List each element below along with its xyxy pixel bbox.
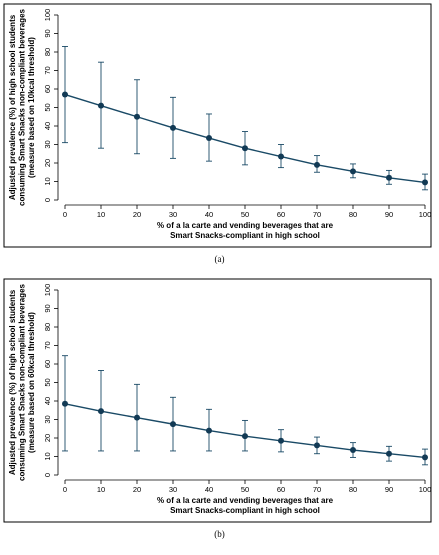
x-tick-label: 20 — [133, 210, 141, 219]
chart-panel-b: 0 10 20 30 40 50 60 70 80 90 100 0 10 20 30 40 50 60 70 80 9… — [0, 275, 439, 550]
caption-b: (b) — [214, 529, 225, 539]
x-tick-label: 90 — [385, 210, 393, 219]
data-point — [134, 113, 140, 120]
y-tick-label: 100 — [43, 9, 52, 22]
data-point — [170, 124, 176, 131]
chart-frame — [3, 278, 432, 523]
data-point — [314, 161, 320, 168]
y-tick-label: 10 — [43, 452, 52, 460]
x-tick-label: 20 — [133, 485, 141, 494]
x-tick-label: 10 — [97, 485, 105, 494]
data-point — [422, 179, 428, 186]
y-axis-label-line: (measure based on 10kcal threshold) — [27, 37, 36, 178]
x-tick-label: 50 — [241, 210, 249, 219]
data-point — [350, 447, 356, 454]
data-point — [206, 135, 212, 142]
y-axis-label-line: Adjusted prevalence (%) of high school s… — [8, 289, 17, 475]
x-tick-label: 40 — [205, 210, 213, 219]
x-tick-label: 0 — [63, 210, 67, 219]
y-tick-label: 20 — [43, 434, 52, 442]
data-point — [278, 153, 284, 160]
y-tick-label: 40 — [43, 122, 52, 130]
y-tick-label: 70 — [43, 341, 52, 349]
y-tick-label: 80 — [43, 48, 52, 56]
data-point — [386, 450, 392, 457]
data-point — [62, 91, 68, 98]
data-point — [134, 414, 140, 421]
x-tick-label: 70 — [313, 485, 321, 494]
data-point — [242, 145, 248, 152]
x-axis-label-line: % of a la carte and vending beverages th… — [157, 496, 334, 505]
data-point — [62, 400, 68, 407]
y-tick-label: 80 — [43, 323, 52, 331]
data-point — [350, 168, 356, 175]
data-point — [98, 408, 104, 415]
y-tick-label: 60 — [43, 85, 52, 93]
y-tick-label: 90 — [43, 304, 52, 312]
y-axis-label-line: consuming Smart Snacks non-compliant bev… — [18, 283, 27, 480]
x-tick-label: 60 — [277, 485, 285, 494]
y-axis-label-line: Adjusted prevalence (%) of high school s… — [8, 14, 17, 200]
x-tick-label: 30 — [169, 485, 177, 494]
y-axis-label-line: (measure based on 60kcal threshold) — [27, 312, 36, 453]
x-tick-label: 10 — [97, 210, 105, 219]
y-tick-label: 100 — [43, 284, 52, 297]
data-point — [314, 442, 320, 449]
x-tick-label: 60 — [277, 210, 285, 219]
x-tick-label: 100 — [419, 485, 432, 494]
data-point — [98, 102, 104, 109]
y-tick-label: 70 — [43, 66, 52, 74]
y-tick-label: 40 — [43, 397, 52, 405]
y-tick-label: 90 — [43, 29, 52, 37]
x-axis-label-line: Smart Snacks-compliant in high school — [170, 506, 320, 515]
x-tick-label: 90 — [385, 485, 393, 494]
data-point — [278, 437, 284, 444]
x-tick-label: 30 — [169, 210, 177, 219]
x-tick-label: 80 — [349, 485, 357, 494]
y-tick-label: 50 — [43, 103, 52, 111]
x-axis-label-line: Smart Snacks-compliant in high school — [170, 231, 320, 240]
chart-panel-a: 0 10 20 30 40 50 60 70 80 90 100 0 10 20 30 40 50 60 70 80 9… — [0, 0, 439, 275]
data-point — [422, 454, 428, 461]
y-tick-label: 60 — [43, 360, 52, 368]
y-tick-label: 0 — [43, 198, 52, 202]
data-point — [386, 174, 392, 181]
y-tick-label: 0 — [43, 473, 52, 477]
data-point — [242, 433, 248, 440]
x-tick-label: 40 — [205, 485, 213, 494]
y-axis-label-line: consuming Smart Snacks non-compliant bev… — [18, 8, 27, 205]
data-point — [170, 421, 176, 428]
chart-b: 0 10 20 30 40 50 60 70 80 90 100 0 10 20 30 40 50 60 70 80 9… — [3, 278, 432, 523]
chart-frame — [3, 3, 432, 248]
x-tick-label: 50 — [241, 485, 249, 494]
chart-a: 0 10 20 30 40 50 60 70 80 90 100 0 10 20 30 40 50 60 70 80 9… — [3, 3, 432, 248]
caption-a: (a) — [214, 254, 225, 264]
x-tick-label: 0 — [63, 485, 67, 494]
x-tick-label: 100 — [419, 210, 432, 219]
y-tick-label: 20 — [43, 159, 52, 167]
x-tick-label: 70 — [313, 210, 321, 219]
x-axis-label-line: % of a la carte and vending beverages th… — [157, 221, 334, 230]
y-tick-label: 10 — [43, 177, 52, 185]
y-tick-label: 50 — [43, 378, 52, 386]
x-tick-label: 80 — [349, 210, 357, 219]
y-tick-label: 30 — [43, 140, 52, 148]
data-point — [206, 427, 212, 434]
y-tick-label: 30 — [43, 415, 52, 423]
